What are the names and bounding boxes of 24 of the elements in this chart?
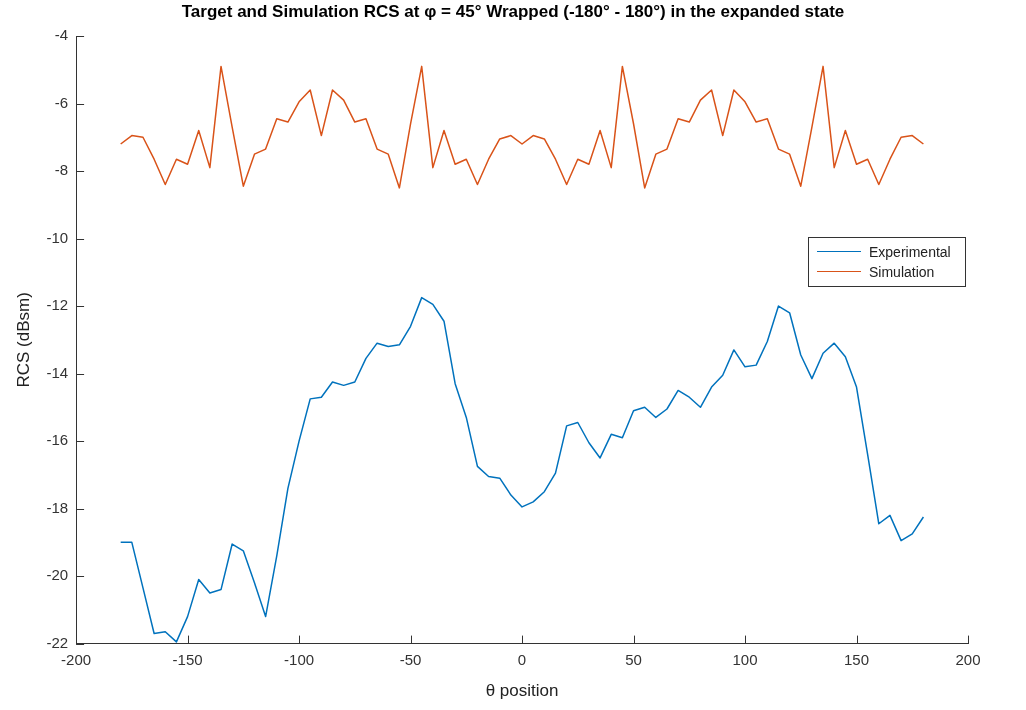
x-tick-label: -100 xyxy=(284,650,315,668)
y-tick-label: -12 xyxy=(46,296,69,314)
legend-label: Experimental xyxy=(869,243,951,260)
y-tick-label: -6 xyxy=(54,93,69,111)
y-tick-label: -22 xyxy=(46,633,69,651)
y-tick-label: -20 xyxy=(46,566,69,584)
y-axis-title: RCS (dBsm) xyxy=(13,292,33,388)
x-tick-label: -150 xyxy=(172,650,203,668)
x-tick-label: 100 xyxy=(732,650,758,668)
y-tick-label: -18 xyxy=(46,498,69,516)
y-tick-label: -10 xyxy=(46,228,69,246)
x-tick-label: 50 xyxy=(625,650,642,668)
x-tick-label: 200 xyxy=(955,650,981,668)
y-tick-label: -16 xyxy=(46,431,69,449)
legend-label: Simulation xyxy=(869,263,935,280)
y-tick-label: -4 xyxy=(54,26,69,44)
y-tick-label: -8 xyxy=(54,161,69,179)
x-tick-label: 150 xyxy=(843,650,870,668)
x-tick-label: -200 xyxy=(61,650,92,668)
y-tick-label: -14 xyxy=(46,363,69,381)
x-tick-label: -50 xyxy=(399,650,422,668)
x-axis-title: θ position xyxy=(485,681,559,701)
x-tick-label: 0 xyxy=(517,650,527,668)
chart-title: Target and Simulation RCS at φ = 45° Wrapped (-180° - 180°) in the expanded state xyxy=(180,2,846,22)
